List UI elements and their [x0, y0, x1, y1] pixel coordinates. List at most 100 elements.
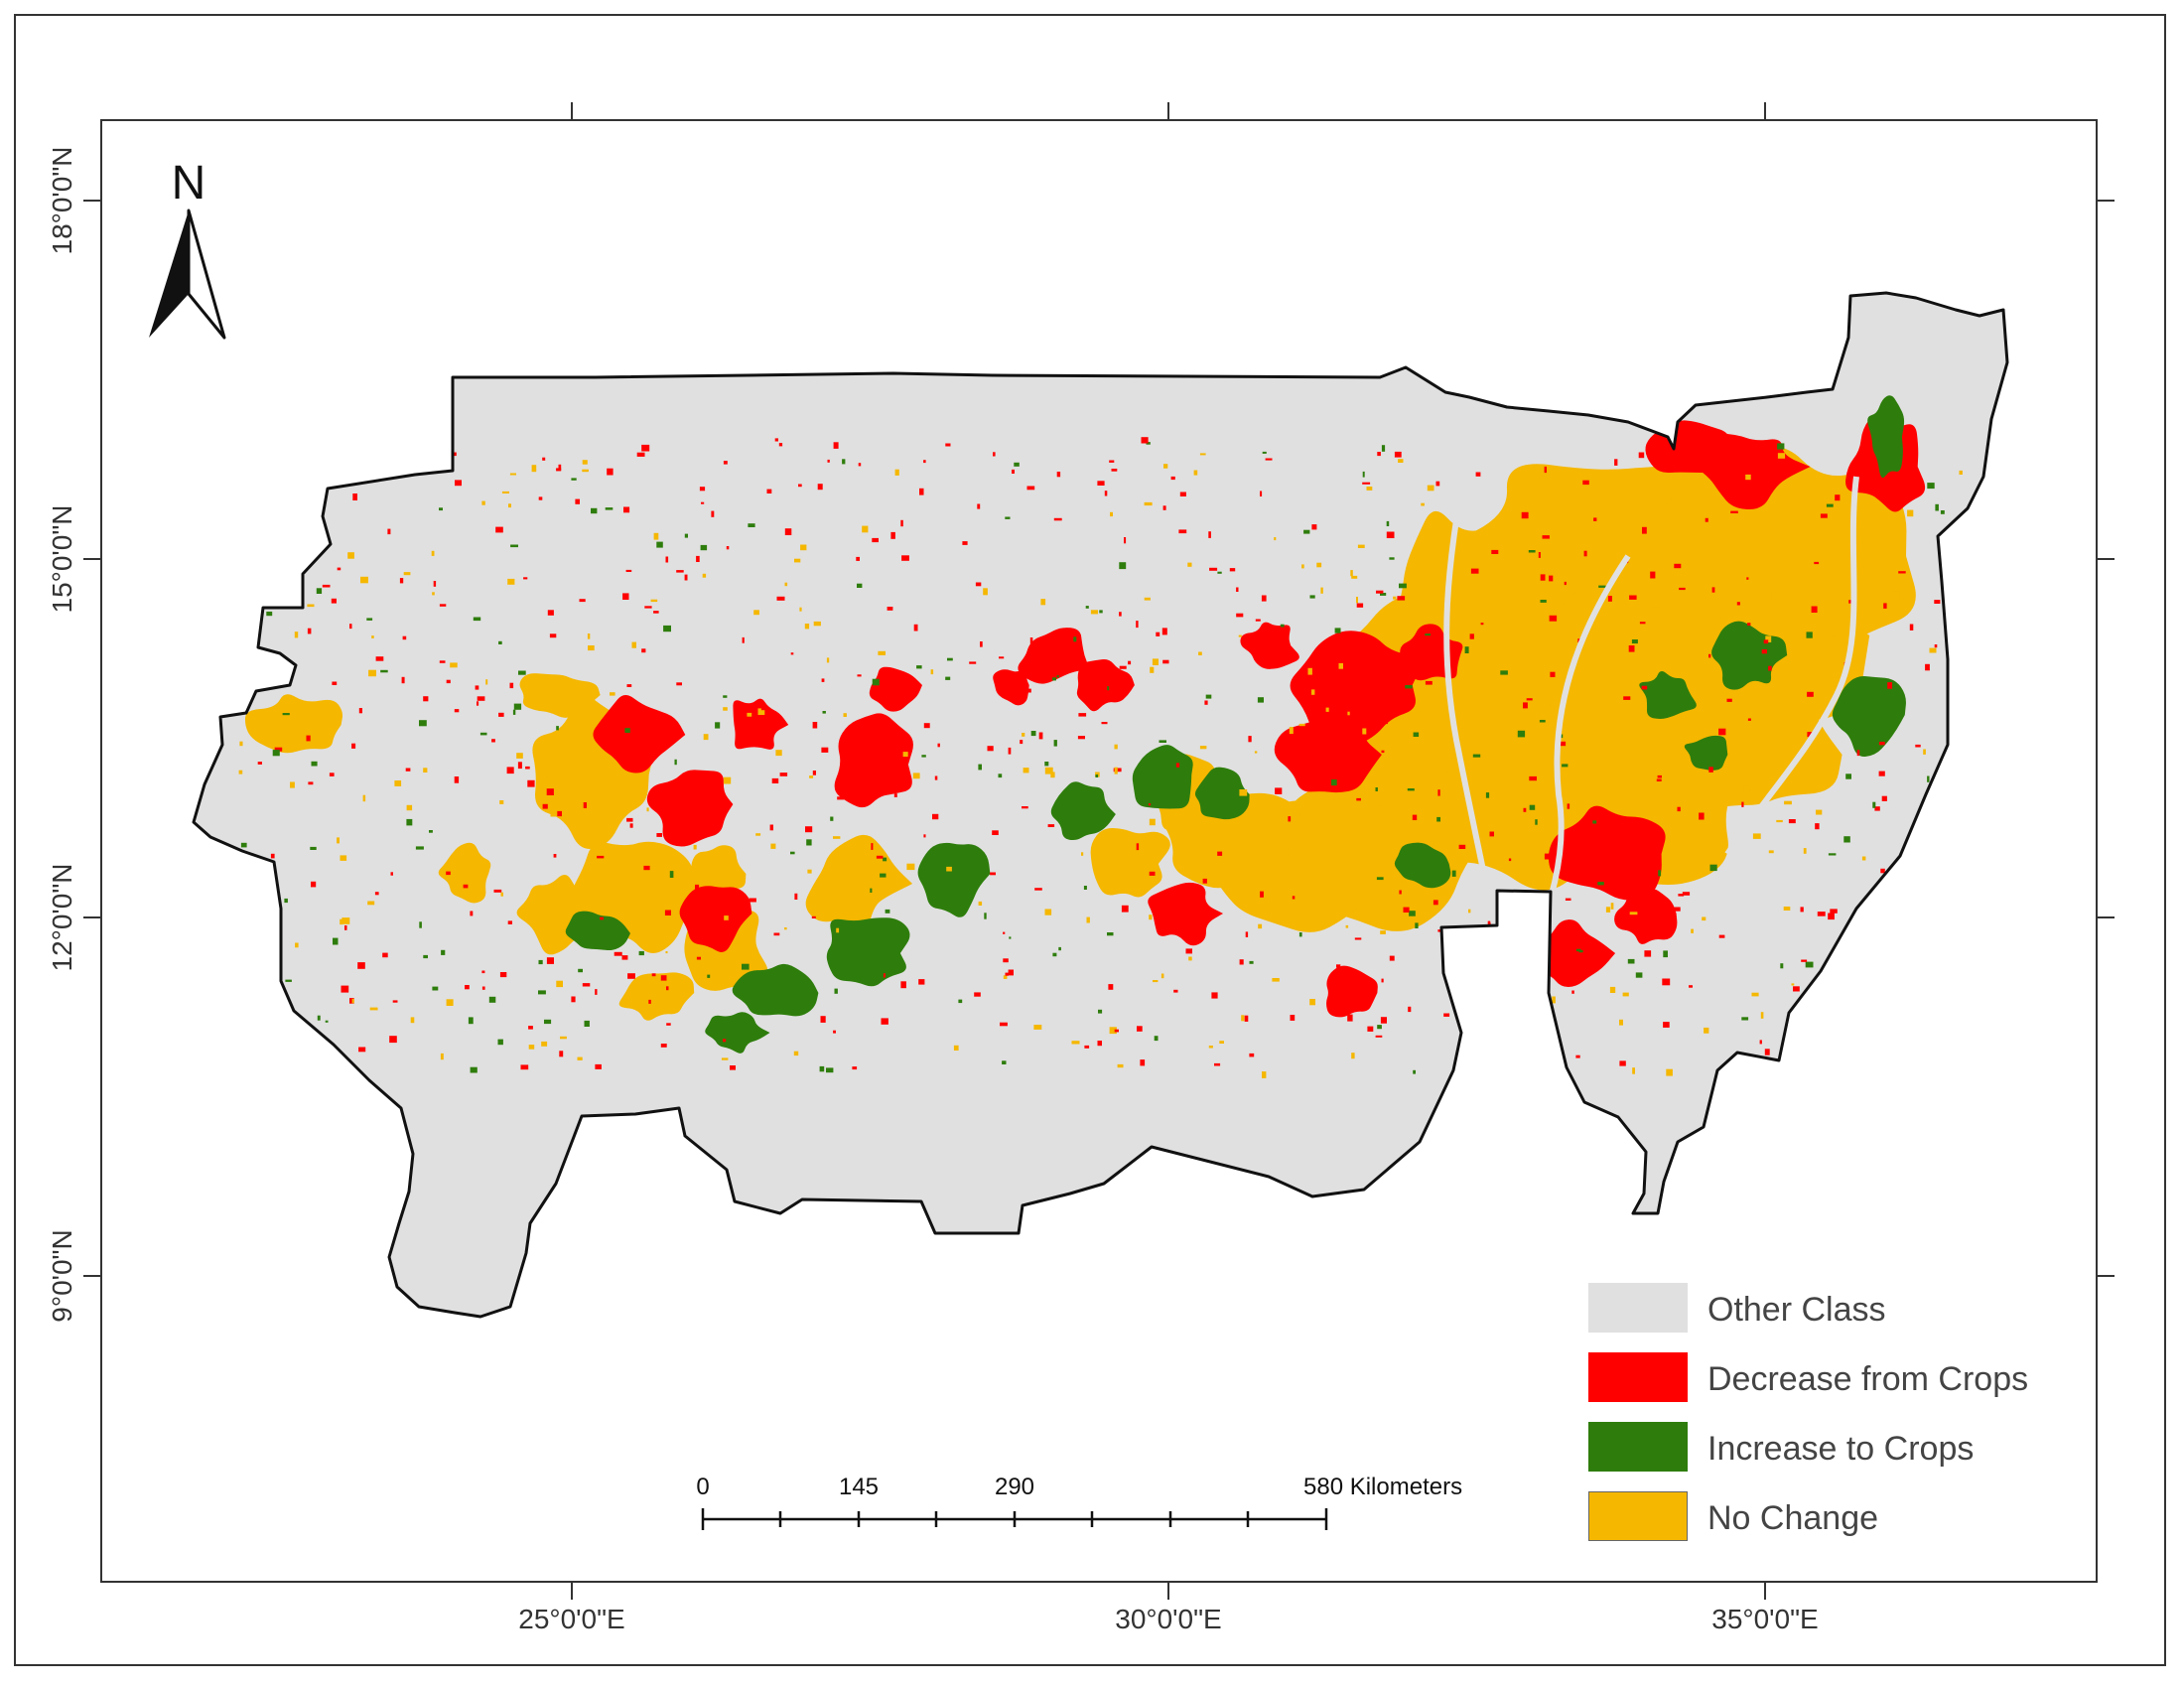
speckle — [333, 937, 339, 945]
speckle — [947, 657, 953, 661]
speckle — [1334, 628, 1341, 633]
speckle — [1704, 1027, 1709, 1034]
speckle — [1052, 677, 1056, 681]
speckle — [1211, 992, 1218, 999]
speckle — [1238, 634, 1242, 637]
speckle — [371, 635, 374, 638]
speckle — [260, 905, 268, 912]
speckle — [1265, 458, 1273, 461]
speckle — [1188, 956, 1192, 961]
speckle — [819, 1065, 825, 1072]
frame-ticks — [83, 102, 2115, 1600]
speckle — [1562, 764, 1569, 768]
speckle — [320, 1061, 328, 1066]
speckle — [1575, 948, 1581, 952]
speckle — [1942, 908, 1945, 914]
speckle — [1966, 1048, 1973, 1053]
speckle — [1567, 770, 1574, 773]
speckle — [1117, 1063, 1124, 1068]
speckle — [621, 955, 628, 960]
speckle — [1451, 870, 1456, 877]
speckle — [1856, 750, 1860, 757]
speckle — [441, 949, 446, 955]
speckle — [1677, 806, 1681, 812]
speckle — [1807, 732, 1814, 738]
speckle — [1053, 517, 1062, 521]
speckle — [1193, 470, 1198, 476]
speckle — [1657, 774, 1662, 778]
speckle — [1635, 972, 1643, 978]
speckle — [1362, 728, 1367, 735]
speckle — [256, 1049, 262, 1055]
speckle — [1678, 894, 1685, 897]
speckle — [481, 986, 485, 990]
decrease-patch — [1076, 658, 1135, 712]
speckle — [1202, 878, 1207, 884]
speckle — [1751, 992, 1759, 997]
speckle — [1217, 851, 1223, 856]
speckle — [1777, 453, 1786, 459]
speckle — [1571, 990, 1574, 994]
speckle — [516, 753, 523, 759]
speckle — [497, 1039, 503, 1046]
decrease-patch — [834, 713, 913, 808]
speckle — [699, 487, 706, 492]
speckle — [890, 531, 895, 539]
speckle — [1052, 952, 1057, 957]
speckle — [1380, 930, 1386, 934]
speckle — [1609, 986, 1616, 993]
speckle — [1480, 623, 1484, 626]
speckle — [1499, 736, 1504, 740]
speckle — [1544, 853, 1551, 860]
speckle — [871, 843, 874, 850]
speckle — [1485, 973, 1492, 981]
speckle — [1907, 509, 1914, 517]
speckle — [1666, 497, 1672, 502]
speckle — [1521, 511, 1529, 519]
speckle — [790, 851, 795, 855]
speckle — [921, 755, 926, 758]
speckle — [1433, 900, 1438, 906]
speckle — [893, 793, 897, 797]
speckle — [1550, 671, 1556, 677]
speckle — [446, 999, 454, 1006]
speckle — [1107, 686, 1110, 691]
speckle — [1114, 1029, 1119, 1033]
speckle — [1000, 1022, 1008, 1027]
speckle — [1793, 986, 1800, 992]
speckle — [1386, 531, 1395, 538]
speckle — [389, 1036, 397, 1044]
speckle — [1542, 944, 1549, 947]
speckle — [399, 578, 404, 584]
speckle — [1623, 696, 1631, 700]
speckle — [1674, 563, 1682, 569]
speckle — [1763, 639, 1769, 644]
speckle — [470, 1066, 478, 1073]
speckle — [857, 583, 863, 588]
speckle — [1345, 924, 1349, 928]
speckle — [439, 604, 447, 607]
speckle — [1399, 890, 1402, 895]
speckle — [508, 503, 511, 508]
speckle — [1050, 772, 1055, 778]
speckle — [1136, 621, 1139, 629]
speckle — [481, 970, 485, 974]
speckle — [1245, 931, 1249, 937]
speckle — [488, 996, 496, 1003]
speckle — [821, 678, 825, 682]
speckle — [626, 817, 633, 822]
speckle — [784, 968, 787, 971]
speckle — [390, 872, 393, 876]
speckle — [1540, 600, 1547, 603]
speckle — [1178, 859, 1184, 862]
speckle — [337, 567, 341, 571]
decrease-patch — [1148, 882, 1223, 946]
speckle — [349, 998, 354, 1004]
no-change-patch — [1720, 447, 1916, 654]
speckle — [1506, 807, 1512, 814]
speckle — [1003, 931, 1006, 934]
legend-label-no-change: No Change — [1707, 1499, 1879, 1537]
speckle — [1950, 868, 1953, 874]
speckle — [906, 863, 915, 871]
speckle — [1908, 977, 1912, 984]
